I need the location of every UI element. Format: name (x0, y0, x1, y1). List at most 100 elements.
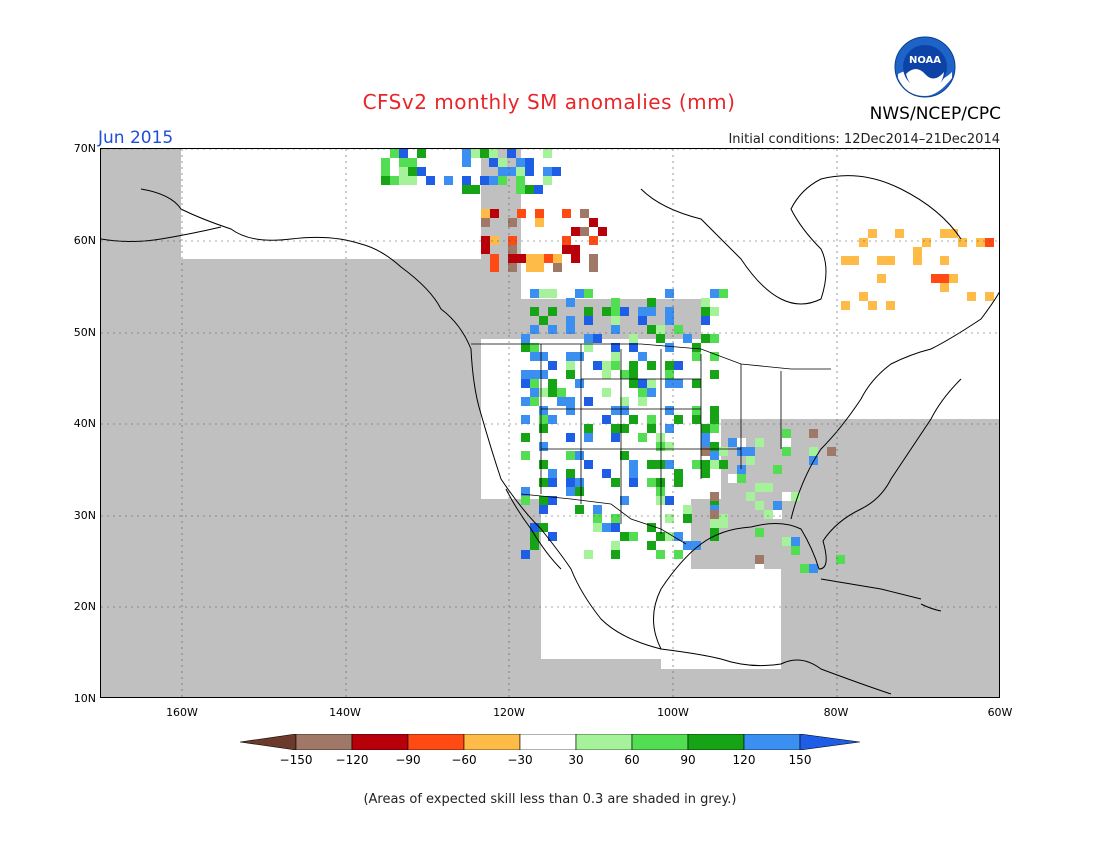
anomaly-cell (656, 478, 665, 487)
anomaly-cell (408, 167, 417, 176)
anomaly-cell (548, 469, 557, 478)
anomaly-cell (665, 460, 674, 469)
anomaly-cell (692, 379, 701, 388)
anomaly-cell (647, 379, 656, 388)
anomaly-cell (589, 263, 598, 272)
anomaly-cell (940, 229, 949, 238)
anomaly-cell (399, 176, 408, 185)
noaa-logo-text: NOAA (909, 55, 941, 66)
anomaly-cell (539, 316, 548, 325)
anomaly-cell (571, 227, 580, 236)
anomaly-cell (575, 451, 584, 460)
anomaly-cell (462, 149, 471, 158)
anomaly-cell (593, 334, 602, 343)
anomaly-cell (543, 149, 552, 158)
anomaly-cell (701, 442, 710, 451)
anomaly-cell (629, 532, 638, 541)
anomaly-cell (647, 523, 656, 532)
colorbar-tick-label: 30 (568, 753, 584, 767)
anomaly-cell (539, 415, 548, 424)
anomaly-cell (940, 274, 949, 283)
colorbar-tick-label: −150 (279, 753, 313, 767)
anomaly-cell (913, 256, 922, 265)
colorbar-swatch (743, 734, 801, 750)
anomaly-cell (895, 229, 904, 238)
anomaly-cell (566, 316, 575, 325)
anomaly-cell (566, 298, 575, 307)
anomaly-cell (620, 307, 629, 316)
lon-label-60w: 60W (987, 706, 1013, 719)
anomaly-cell (535, 254, 544, 263)
anomaly-cell (665, 532, 674, 541)
anomaly-cell (548, 388, 557, 397)
anomaly-cell (620, 424, 629, 433)
anomaly-cell (530, 343, 539, 352)
anomaly-cell (877, 256, 886, 265)
anomaly-cell (827, 447, 836, 456)
colorbar-swatch (687, 734, 745, 750)
anomaly-cell (665, 406, 674, 415)
anomaly-cell (674, 325, 683, 334)
coastline-west (140, 188, 892, 695)
anomaly-cell (462, 176, 471, 185)
anomaly-cell (571, 245, 580, 254)
anomaly-cell (985, 292, 994, 301)
anomaly-cell (922, 238, 931, 247)
anomaly-cell (647, 361, 656, 370)
anomaly-cell (692, 343, 701, 352)
anomaly-cell (710, 532, 719, 541)
anomaly-cell (931, 265, 940, 274)
anomaly-cell (985, 238, 994, 247)
anomaly-cell (665, 442, 674, 451)
anomaly-cell (728, 438, 737, 447)
anomaly-cell (931, 274, 940, 283)
anomaly-cell (462, 185, 471, 194)
anomaly-cell (782, 537, 791, 546)
anomaly-cell (782, 447, 791, 456)
anomaly-cell (602, 469, 611, 478)
anomaly-cell (719, 289, 728, 298)
anomaly-cell (701, 424, 710, 433)
anomaly-cell (629, 415, 638, 424)
anomaly-cell (836, 555, 845, 564)
anomaly-cell (665, 361, 674, 370)
anomaly-cell (719, 447, 728, 456)
anomaly-cell (737, 447, 746, 456)
hudson-bay-coast (640, 175, 962, 305)
anomaly-cell (490, 263, 499, 272)
anomaly-cell (764, 483, 773, 492)
anomaly-cell (656, 325, 665, 334)
anomaly-cell (809, 447, 818, 456)
anomaly-cell (710, 289, 719, 298)
anomaly-cell (665, 514, 674, 523)
anomaly-cell (534, 185, 543, 194)
anomaly-cell (557, 397, 566, 406)
anomaly-cell (566, 451, 575, 460)
colorbar (240, 734, 860, 750)
colorbar-tick-label: −120 (335, 753, 369, 767)
anomaly-cell (809, 429, 818, 438)
anomaly-cell (638, 397, 647, 406)
anomaly-cell (584, 289, 593, 298)
anomaly-cell (530, 379, 539, 388)
anomaly-cells (181, 149, 999, 669)
anomaly-cell (530, 388, 539, 397)
anomaly-cell (683, 514, 692, 523)
anomaly-cell (566, 406, 575, 415)
anomaly-cell (584, 460, 593, 469)
anomaly-cell (638, 379, 647, 388)
anomaly-cell (782, 429, 791, 438)
org-label: NWS/NCEP/CPC (869, 104, 1001, 124)
anomaly-cell (490, 236, 499, 245)
colorbar-swatch (407, 734, 465, 750)
anomaly-cell (647, 388, 656, 397)
anomaly-cell (656, 532, 665, 541)
anomaly-cell (535, 263, 544, 272)
month-label: Jun 2015 (98, 128, 174, 148)
anomaly-cell (611, 361, 620, 370)
anomaly-cell (985, 283, 994, 292)
anomaly-cell (773, 465, 782, 474)
anomaly-cell (508, 236, 517, 245)
caribbean-islands (820, 578, 942, 612)
anomaly-cell (656, 334, 665, 343)
